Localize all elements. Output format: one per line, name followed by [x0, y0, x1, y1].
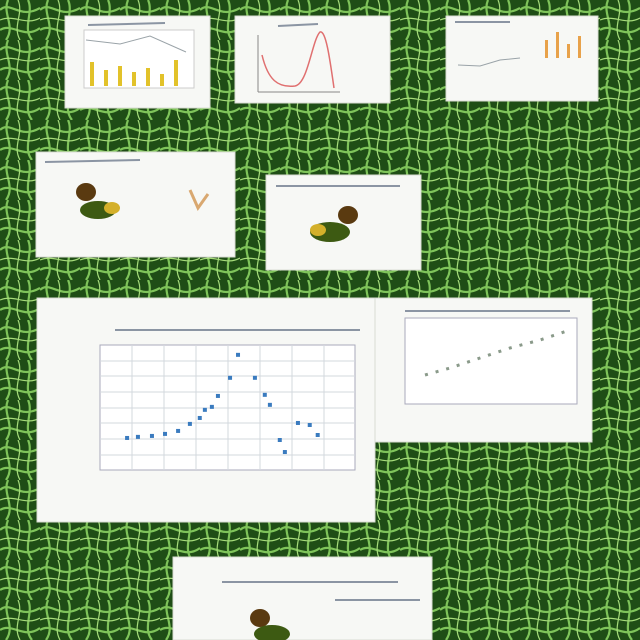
point [267, 402, 272, 407]
paper-middle-right [265, 174, 422, 271]
point [295, 420, 300, 425]
point [135, 434, 140, 439]
paper-side-chart [374, 297, 593, 443]
point [125, 435, 130, 440]
point [209, 404, 214, 409]
point [236, 352, 241, 357]
point [262, 392, 267, 397]
point [228, 375, 233, 380]
point [282, 450, 287, 455]
paper-middle-left [35, 151, 236, 258]
point [176, 428, 181, 433]
paper-top-middle [234, 15, 391, 104]
point [149, 433, 154, 438]
point [307, 423, 312, 427]
point [277, 438, 282, 442]
point [315, 433, 320, 437]
grid [100, 345, 355, 470]
point [187, 421, 192, 426]
paper-top-right [445, 15, 599, 102]
point [252, 375, 257, 380]
point [215, 393, 220, 398]
point [202, 407, 207, 412]
paper-top-left [64, 15, 211, 109]
point [197, 415, 202, 420]
paper-bottom [172, 556, 433, 640]
point [163, 431, 168, 436]
